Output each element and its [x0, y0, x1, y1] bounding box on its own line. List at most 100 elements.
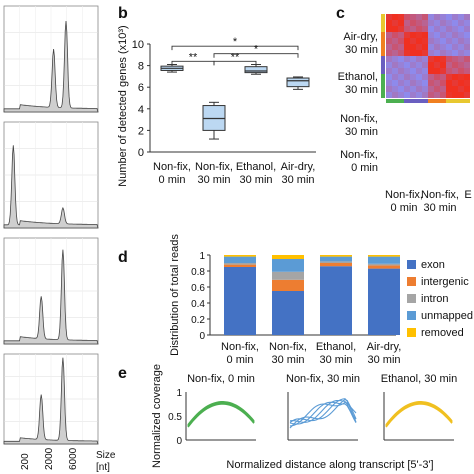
panel-letter-e: e [118, 365, 127, 382]
x-category-label: 30 min [319, 354, 352, 366]
heatmap-cell [458, 38, 464, 44]
subplot-title: Non-fix, 30 min [286, 373, 360, 385]
heatmap-cell [452, 26, 458, 32]
heatmap-cell [452, 92, 458, 98]
heatmap-cell [452, 86, 458, 92]
panel-d-stacked-bar: 0 0.2 0.4 0.6 0.8 1 Distribution of total read… [169, 234, 473, 366]
heatmap-cell [440, 44, 446, 50]
bar-segment-removed [320, 255, 352, 257]
heatmap-cell [386, 80, 392, 86]
heatmap-cell [452, 74, 458, 80]
heatmap-cell [428, 80, 434, 86]
heatmap-cell [386, 86, 392, 92]
heatmap-col-label: E [464, 189, 471, 201]
heatmap-cell [434, 32, 440, 38]
heatmap-cell [416, 86, 422, 92]
y-tick-label: 0.5 [168, 412, 182, 423]
heatmap-cell [422, 74, 428, 80]
heatmap-cell [410, 20, 416, 26]
heatmap-cell [434, 68, 440, 74]
heatmap-cell [464, 14, 470, 20]
x-category-label: Ethanol, [236, 161, 276, 173]
y-tick-label: 2 [138, 125, 144, 137]
heatmap-cell [416, 32, 422, 38]
heatmap-cell [446, 14, 452, 20]
heatmap-cell [452, 20, 458, 26]
heatmap-cell [434, 38, 440, 44]
x-category-label: Air-dry, [281, 161, 316, 173]
heatmap-cell [458, 32, 464, 38]
heatmap-cell [446, 92, 452, 98]
heatmap-cell [422, 32, 428, 38]
heatmap-cell [398, 86, 404, 92]
heatmap-cell [398, 14, 404, 20]
trace-curve [3, 249, 99, 345]
bar-segment-intergenic [224, 264, 256, 267]
legend-swatch [407, 260, 416, 269]
heatmap-cell [446, 56, 452, 62]
heatmap-cell [398, 56, 404, 62]
subplot-title: Non-fix, 0 min [187, 373, 255, 385]
heatmap-cell [392, 74, 398, 80]
heatmap-cell [410, 26, 416, 32]
heatmap-row-label: Non-fix, [340, 149, 378, 161]
legend-label: removed [421, 327, 464, 339]
heatmap-cell [392, 62, 398, 68]
heatmap-cell [440, 92, 446, 98]
heatmap-cell [452, 14, 458, 20]
heatmap-cell [422, 56, 428, 62]
heatmap-row-label: Non-fix, [340, 113, 378, 125]
heatmap-cell [446, 50, 452, 56]
heatmap-cell [464, 86, 470, 92]
bar-segment-unmapped [368, 256, 400, 264]
heatmap-cell [422, 20, 428, 26]
heatmap-cell [392, 20, 398, 26]
heatmap-cell [422, 68, 428, 74]
panel-a-size-unit: [nt] [96, 462, 110, 473]
heatmap-cell [410, 32, 416, 38]
bar-segment-exon [272, 291, 304, 335]
bar-segment-exon [368, 268, 400, 335]
heatmap-cell [428, 68, 434, 74]
heatmap-cell [434, 86, 440, 92]
legend-label: exon [421, 259, 445, 271]
legend-label: intergenic [421, 276, 469, 288]
heatmap-cell [422, 62, 428, 68]
heatmap-cell [464, 44, 470, 50]
heatmap-cell [446, 20, 452, 26]
heatmap-cell [446, 44, 452, 50]
y-tick-label: 0.8 [191, 267, 205, 278]
heatmap-cell [404, 20, 410, 26]
trace-curve [3, 357, 99, 445]
heatmap-cell [452, 50, 458, 56]
bar-segment-unmapped [272, 259, 304, 272]
heatmap-cell [392, 50, 398, 56]
legend-label: unmapped [421, 310, 473, 322]
heatmap-cell [464, 26, 470, 32]
bar-segment-intergenic [272, 279, 304, 291]
heatmap-cell [428, 14, 434, 20]
x-category-label: 30 min [239, 174, 272, 186]
heatmap-cell [434, 62, 440, 68]
heatmap-cell [386, 74, 392, 80]
heatmap-cell [392, 56, 398, 62]
y-axis-label: Normalized coverage [151, 364, 163, 468]
heatmap-cell [464, 20, 470, 26]
heatmap-cell [458, 26, 464, 32]
heatmap-cell [416, 74, 422, 80]
heatmap-row-label: 0 min [351, 162, 378, 174]
heatmap-cell [404, 68, 410, 74]
heatmap-cell [446, 32, 452, 38]
heatmap-cell [434, 92, 440, 98]
heatmap-cell [404, 62, 410, 68]
heatmap-cell [458, 62, 464, 68]
heatmap-cell [398, 32, 404, 38]
heatmap-cell [398, 44, 404, 50]
heatmap-cell [434, 50, 440, 56]
y-tick-label: 0.6 [191, 283, 205, 294]
heatmap-cell [386, 62, 392, 68]
heatmap-row-label: Ethanol, [338, 71, 378, 83]
heatmap-cell [386, 14, 392, 20]
heatmap-cell [452, 80, 458, 86]
heatmap-cell [416, 56, 422, 62]
